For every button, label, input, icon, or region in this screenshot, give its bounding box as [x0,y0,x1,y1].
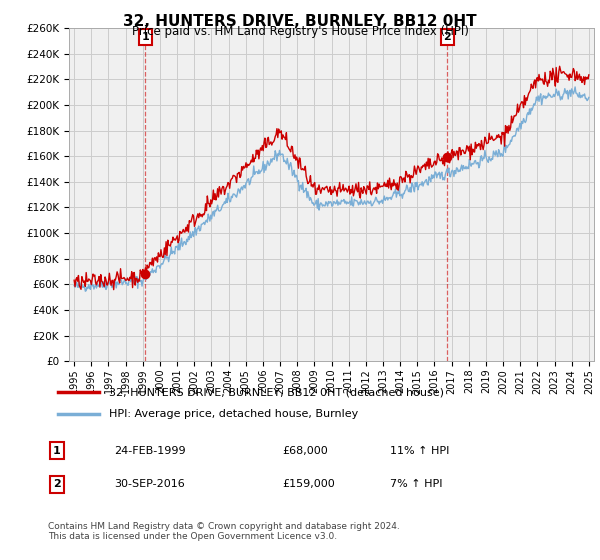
Text: 2: 2 [53,479,61,489]
Text: Price paid vs. HM Land Registry's House Price Index (HPI): Price paid vs. HM Land Registry's House … [131,25,469,38]
Text: 1: 1 [53,446,61,456]
Text: £68,000: £68,000 [282,446,328,456]
Text: 2: 2 [443,32,451,42]
Text: 32, HUNTERS DRIVE, BURNLEY, BB12 0HT (detached house): 32, HUNTERS DRIVE, BURNLEY, BB12 0HT (de… [109,387,444,397]
Text: 30-SEP-2016: 30-SEP-2016 [114,479,185,489]
Text: 7% ↑ HPI: 7% ↑ HPI [390,479,443,489]
Text: 32, HUNTERS DRIVE, BURNLEY, BB12 0HT: 32, HUNTERS DRIVE, BURNLEY, BB12 0HT [123,14,477,29]
Text: 11% ↑ HPI: 11% ↑ HPI [390,446,449,456]
Text: 24-FEB-1999: 24-FEB-1999 [114,446,185,456]
Text: £159,000: £159,000 [282,479,335,489]
Text: 1: 1 [142,32,149,42]
Text: Contains HM Land Registry data © Crown copyright and database right 2024.
This d: Contains HM Land Registry data © Crown c… [48,522,400,542]
Text: HPI: Average price, detached house, Burnley: HPI: Average price, detached house, Burn… [109,409,358,419]
